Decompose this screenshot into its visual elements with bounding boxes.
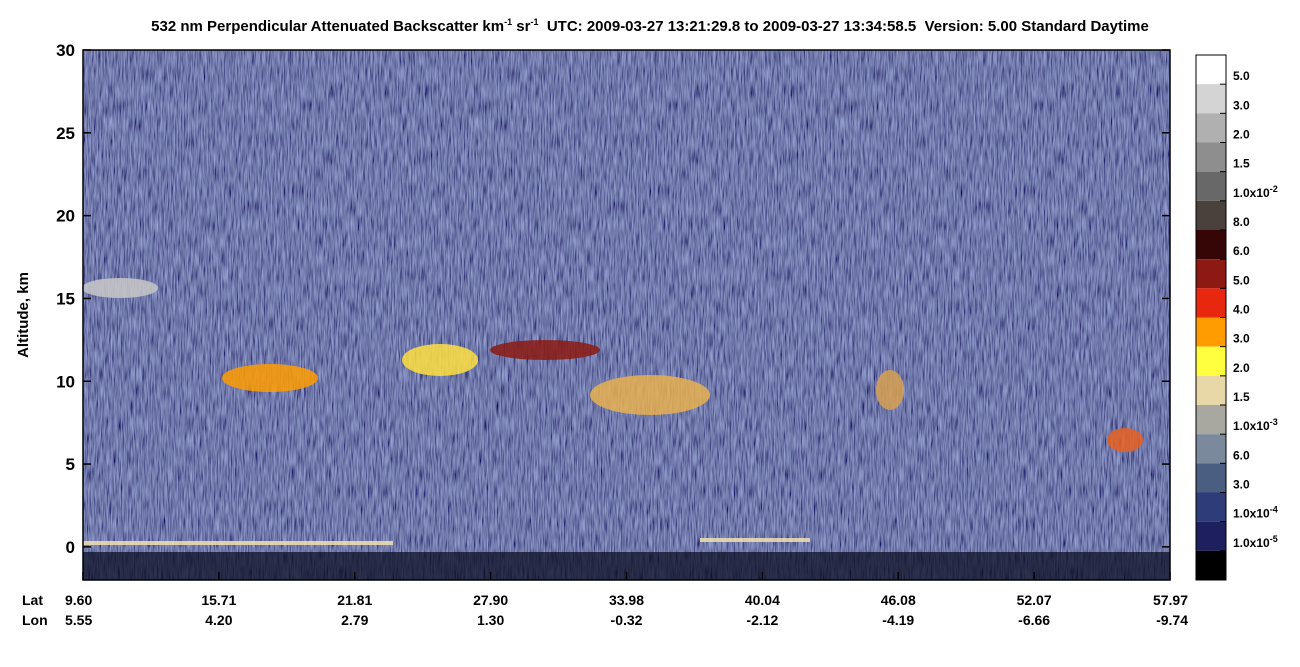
x-row-label: Lon (22, 612, 48, 628)
x-tick-label: 40.04 (745, 592, 780, 608)
colorbar-label-text: 1.0x10 (1233, 507, 1270, 521)
colorbar-label-text: 1.0x10 (1233, 186, 1270, 200)
colorbar-label: 6.0 (1233, 244, 1250, 258)
y-tick-label: 20 (56, 207, 75, 226)
colorbar-label-text: 3.0 (1233, 332, 1250, 346)
colorbar-label-text: 3.0 (1233, 478, 1250, 492)
chart-title: 532 nm Perpendicular Attenuated Backscat… (151, 17, 1149, 35)
y-tick-label: 10 (56, 372, 75, 391)
colorbar-swatch (1196, 405, 1226, 435)
colorbar-label-exp: -3 (1270, 417, 1278, 427)
colorbar-label: 1.5 (1233, 390, 1250, 404)
x-tick-label: -4.19 (882, 612, 914, 628)
y-tick-label: 15 (56, 289, 75, 308)
colorbar-swatch (1196, 521, 1226, 551)
colorbar: 5.03.02.01.51.0x10-28.06.05.04.03.02.01.… (1195, 54, 1278, 581)
y-tick-label: 25 (56, 124, 75, 143)
colorbar-label: 3.0 (1233, 98, 1250, 112)
colorbar-label-text: 6.0 (1233, 448, 1250, 462)
y-axis-label: Altitude, km (15, 272, 32, 358)
x-tick-label: 9.60 (65, 592, 92, 608)
colorbar-label-text: 1.0x10 (1233, 536, 1270, 550)
colorbar-label-exp: -4 (1270, 505, 1278, 515)
colorbar-swatch (1196, 259, 1226, 289)
y-tick-label: 5 (66, 455, 75, 474)
colorbar-swatch (1196, 317, 1226, 347)
x-tick-label: -0.32 (611, 612, 643, 628)
colorbar-swatch (1196, 142, 1226, 172)
colorbar-swatch (1196, 375, 1226, 405)
colorbar-label: 4.0 (1233, 303, 1250, 317)
colorbar-label-exp: -5 (1270, 534, 1278, 544)
colorbar-label-text: 3.0 (1233, 98, 1250, 112)
colorbar-label-text: 2.0 (1233, 361, 1250, 375)
colorbar-label: 1.5 (1233, 157, 1250, 171)
colorbar-label: 1.0x10-5 (1233, 534, 1278, 550)
colorbar-swatch (1196, 230, 1226, 260)
x-tick-label: 15.71 (201, 592, 236, 608)
colorbar-label: 2.0 (1233, 128, 1250, 142)
colorbar-swatch (1196, 84, 1226, 114)
colorbar-label: 3.0 (1233, 332, 1250, 346)
colorbar-swatch (1196, 346, 1226, 376)
backscatter-texture (83, 50, 1170, 580)
x-tick-label: 1.30 (477, 612, 504, 628)
colorbar-label-exp: -2 (1270, 184, 1278, 194)
colorbar-label-text: 1.5 (1233, 390, 1250, 404)
colorbar-label: 2.0 (1233, 361, 1250, 375)
colorbar-swatch (1196, 550, 1226, 580)
x-tick-label: -9.74 (1156, 612, 1188, 628)
y-tick-label: 30 (56, 41, 75, 60)
colorbar-label: 3.0 (1233, 478, 1250, 492)
colorbar-swatch (1196, 492, 1226, 522)
colorbar-label: 5.0 (1233, 69, 1250, 83)
x-row-label: Lat (22, 592, 43, 608)
colorbar-swatch (1196, 55, 1226, 85)
x-tick-label: 2.79 (341, 612, 368, 628)
colorbar-label-text: 1.0x10 (1233, 419, 1270, 433)
colorbar-label: 1.0x10-2 (1233, 184, 1278, 200)
colorbar-swatch (1196, 200, 1226, 230)
x-tick-label: 21.81 (337, 592, 372, 608)
colorbar-label-text: 5.0 (1233, 273, 1250, 287)
colorbar-label-text: 5.0 (1233, 69, 1250, 83)
x-tick-label: 46.08 (881, 592, 916, 608)
plot-area (82, 49, 1171, 581)
colorbar-label-text: 2.0 (1233, 128, 1250, 142)
x-tick-label: 52.07 (1017, 592, 1052, 608)
colorbar-swatch (1196, 463, 1226, 493)
colorbar-label: 6.0 (1233, 448, 1250, 462)
x-tick-label: 4.20 (205, 612, 232, 628)
colorbar-label-text: 8.0 (1233, 215, 1250, 229)
colorbar-label-text: 4.0 (1233, 303, 1250, 317)
colorbar-label-text: 6.0 (1233, 244, 1250, 258)
colorbar-label-text: 1.5 (1233, 157, 1250, 171)
colorbar-label: 1.0x10-3 (1233, 417, 1278, 433)
colorbar-swatch (1196, 171, 1226, 201)
colorbar-swatch (1196, 113, 1226, 143)
colorbar-label: 1.0x10-4 (1233, 505, 1278, 521)
colorbar-label: 5.0 (1233, 273, 1250, 287)
colorbar-label: 8.0 (1233, 215, 1250, 229)
feature-overlay (82, 278, 1143, 545)
colorbar-swatch (1196, 288, 1226, 318)
x-tick-label: -2.12 (746, 612, 778, 628)
x-tick-label: -6.66 (1018, 612, 1050, 628)
x-tick-label: 33.98 (609, 592, 644, 608)
x-tick-label: 27.90 (473, 592, 508, 608)
colorbar-swatch (1196, 434, 1226, 464)
y-tick-label: 0 (66, 538, 75, 557)
x-tick-label: 57.97 (1153, 592, 1188, 608)
x-tick-label: 5.55 (65, 612, 92, 628)
